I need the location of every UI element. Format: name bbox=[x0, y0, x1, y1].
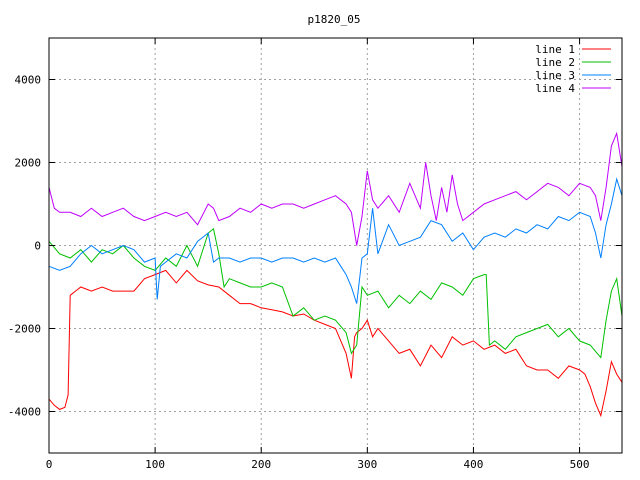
x-tick-label: 400 bbox=[464, 458, 484, 471]
legend-label-2: line 2 bbox=[535, 56, 575, 69]
axis-ticks: 0 100 200 300 400 500 -4000 -2000 0 2000 4000 bbox=[8, 38, 622, 471]
x-tick-label: 200 bbox=[251, 458, 271, 471]
x-tick-label: 0 bbox=[46, 458, 53, 471]
legend-label-4: line 4 bbox=[535, 82, 575, 95]
series-line-3 bbox=[48, 177, 623, 304]
y-tick-label: 0 bbox=[34, 240, 41, 253]
x-tick-label: 100 bbox=[145, 458, 165, 471]
y-tick-label: -2000 bbox=[8, 323, 41, 336]
chart-title: p1820_05 bbox=[308, 13, 361, 26]
y-tick-label: 4000 bbox=[15, 74, 42, 87]
legend-label-1: line 1 bbox=[535, 43, 575, 56]
y-tick-label: 2000 bbox=[15, 157, 42, 170]
x-tick-label: 300 bbox=[357, 458, 377, 471]
x-tick-label: 500 bbox=[570, 458, 590, 471]
series-line-1 bbox=[48, 269, 623, 418]
grid-lines bbox=[48, 38, 622, 453]
legend-label-3: line 3 bbox=[535, 69, 575, 82]
y-tick-label: -4000 bbox=[8, 406, 41, 419]
series-layer bbox=[48, 131, 623, 418]
series-line-2 bbox=[48, 228, 623, 359]
series-line-4 bbox=[48, 131, 623, 246]
